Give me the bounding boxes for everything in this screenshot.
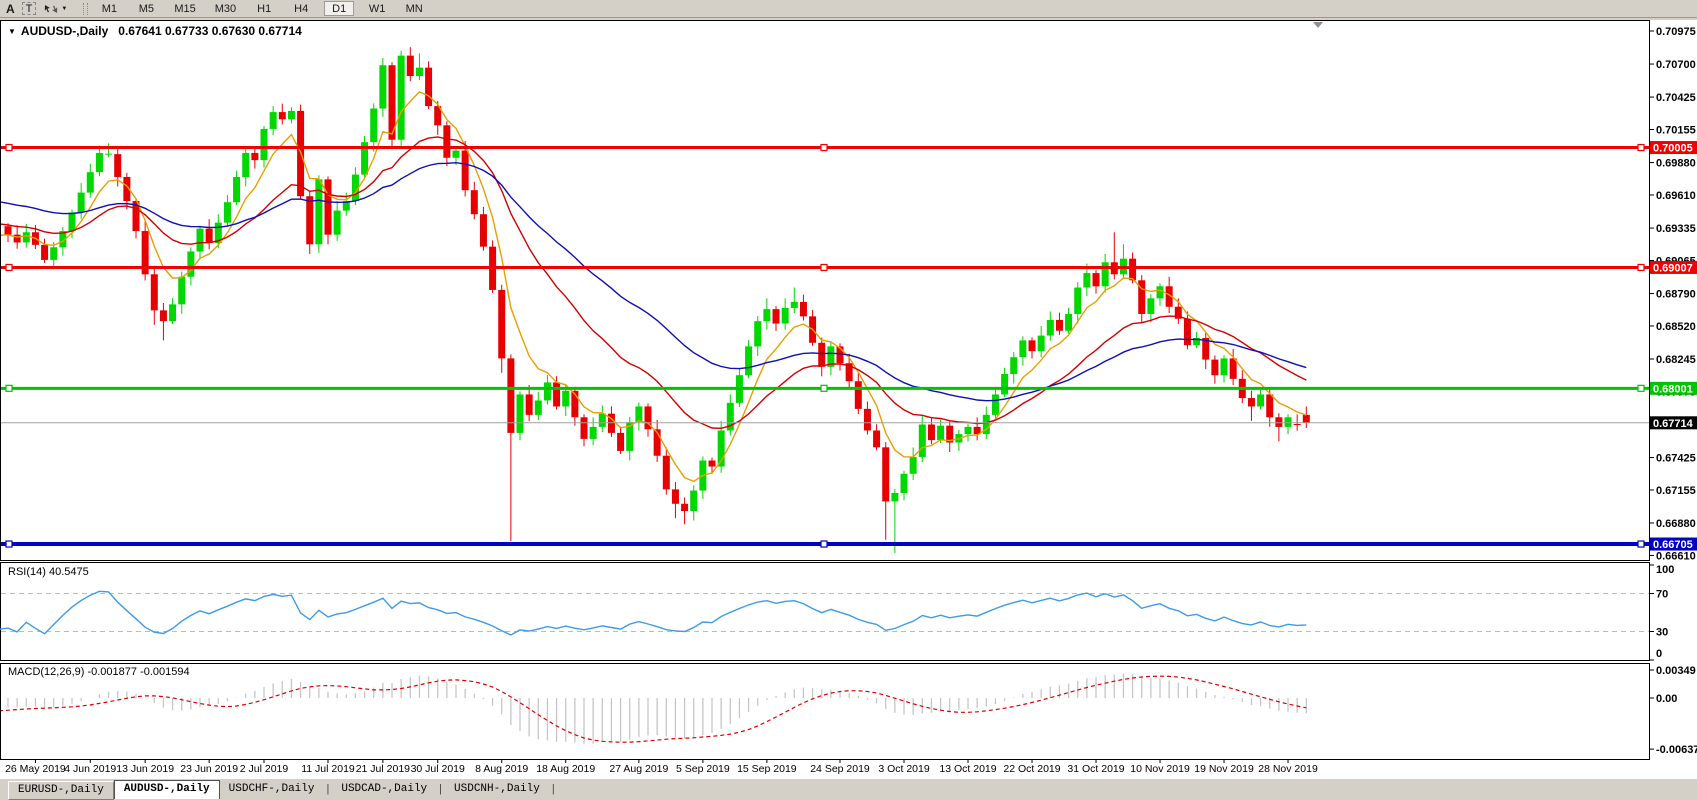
chart-tab-usdcnh[interactable]: USDCNH-,Daily [454,783,540,795]
svg-text:4 Jun 2019: 4 Jun 2019 [64,763,116,775]
svg-text:0.69335: 0.69335 [1656,223,1696,235]
svg-text:0: 0 [1656,648,1662,660]
chart-menu-icon[interactable]: ▼ [8,26,16,36]
chart-tab-eurusd[interactable]: EURUSD-,Daily [8,781,114,800]
text-tool-button[interactable]: T [21,2,37,15]
timeframe-button-mn[interactable]: MN [405,2,423,15]
a-tool-button[interactable]: A [6,1,15,16]
chart-tab-usdchf[interactable]: USDCHF-,Daily [228,783,315,795]
svg-text:0.67714: 0.67714 [1653,418,1694,430]
svg-text:3 Oct 2019: 3 Oct 2019 [878,763,930,775]
timeframe-button-m1[interactable]: M1 [101,2,117,15]
svg-text:18 Aug 2019: 18 Aug 2019 [536,763,595,775]
svg-text:30 Jul 2019: 30 Jul 2019 [411,763,465,775]
svg-text:0.66610: 0.66610 [1656,550,1696,562]
cursor-tools-button[interactable]: ▼ [38,1,72,16]
svg-text:15 Sep 2019: 15 Sep 2019 [737,763,797,775]
chart-tab-usdcad[interactable]: USDCAD-,Daily [341,783,428,795]
symbol-period-label: AUDUSD-,Daily [20,24,109,38]
svg-text:0.68001: 0.68001 [1653,383,1693,395]
svg-text:100: 100 [1656,564,1674,576]
timeframe-button-d1[interactable]: D1 [324,1,355,16]
svg-text:24 Sep 2019: 24 Sep 2019 [810,763,870,775]
ohlc-values: 0.67641 0.67733 0.67630 0.67714 [118,24,302,38]
macd-indicator-label: MACD(12,26,9) -0.001877 -0.001594 [8,666,190,678]
tab-separator: | [439,783,443,795]
chart-tab-audusd[interactable]: AUDUSD-,Daily [113,780,220,799]
svg-text:19 Nov 2019: 19 Nov 2019 [1194,763,1254,775]
svg-text:0.70975: 0.70975 [1656,26,1696,38]
svg-text:0.67155: 0.67155 [1656,485,1696,497]
svg-text:0.70700: 0.70700 [1656,59,1696,71]
timeframe-button-m15[interactable]: M15 [174,2,196,15]
dropdown-caret-icon: ▼ [61,5,68,12]
timeframe-button-w1[interactable]: W1 [368,2,386,15]
svg-text:22 Oct 2019: 22 Oct 2019 [1003,763,1060,775]
timeframe-button-m30[interactable]: M30 [214,2,237,15]
svg-text:0.69610: 0.69610 [1656,190,1696,202]
toolbar: A T ▼ M1 M5 M15 M30 H1 H4 D1 W1 MN [0,0,1697,18]
svg-text:28 Nov 2019: 28 Nov 2019 [1258,763,1318,775]
tab-separator: | [326,783,330,795]
rsi-indicator-label: RSI(14) 40.5475 [8,566,89,578]
svg-text:0.00349: 0.00349 [1656,665,1696,677]
svg-text:-0.00637: -0.00637 [1656,744,1697,756]
svg-text:0.67425: 0.67425 [1656,453,1696,465]
svg-text:23 Jun 2019: 23 Jun 2019 [180,763,238,775]
svg-text:0.69007: 0.69007 [1653,262,1693,274]
chart-title: ▼ AUDUSD-,Daily 0.67641 0.67733 0.67630 … [8,24,302,38]
svg-text:31 Oct 2019: 31 Oct 2019 [1067,763,1124,775]
timeframe-button-h4[interactable]: H4 [294,2,309,15]
svg-text:13 Oct 2019: 13 Oct 2019 [939,763,996,775]
svg-text:5 Sep 2019: 5 Sep 2019 [676,763,730,775]
svg-text:0.68245: 0.68245 [1656,354,1696,366]
svg-text:0.70425: 0.70425 [1656,92,1696,104]
cursor-arrows-icon [45,4,58,13]
svg-text:0.70155: 0.70155 [1656,125,1696,137]
svg-text:0.00: 0.00 [1656,693,1677,705]
timeframe-button-h1[interactable]: H1 [257,2,272,15]
svg-text:10 Nov 2019: 10 Nov 2019 [1130,763,1190,775]
svg-text:0.66880: 0.66880 [1656,518,1696,530]
toolbar-grip [83,2,89,15]
svg-text:8 Aug 2019: 8 Aug 2019 [475,763,528,775]
svg-text:0.66705: 0.66705 [1653,539,1693,551]
tab-separator: | [551,783,555,795]
timeframe-button-m5[interactable]: M5 [138,2,154,15]
svg-text:0.69880: 0.69880 [1656,158,1696,170]
chart-tabs-bar: EURUSD-,Daily AUDUSD-,Daily USDCHF-,Daily |… [0,778,1697,800]
timeframe-bar: M1 M5 M15 M30 H1 H4 D1 W1 MN [94,1,436,16]
svg-text:13 Jun 2019: 13 Jun 2019 [116,763,174,775]
svg-text:21 Jul 2019: 21 Jul 2019 [356,763,410,775]
svg-text:0.70005: 0.70005 [1653,143,1693,155]
svg-text:11 Jul 2019: 11 Jul 2019 [301,763,355,775]
svg-text:2 Jul 2019: 2 Jul 2019 [240,763,289,775]
svg-text:70: 70 [1656,589,1668,601]
svg-text:0.68520: 0.68520 [1656,321,1696,333]
svg-text:27 Aug 2019: 27 Aug 2019 [609,763,668,775]
svg-text:30: 30 [1656,627,1668,639]
svg-text:0.68790: 0.68790 [1656,289,1696,301]
svg-text:26 May 2019: 26 May 2019 [5,763,66,775]
